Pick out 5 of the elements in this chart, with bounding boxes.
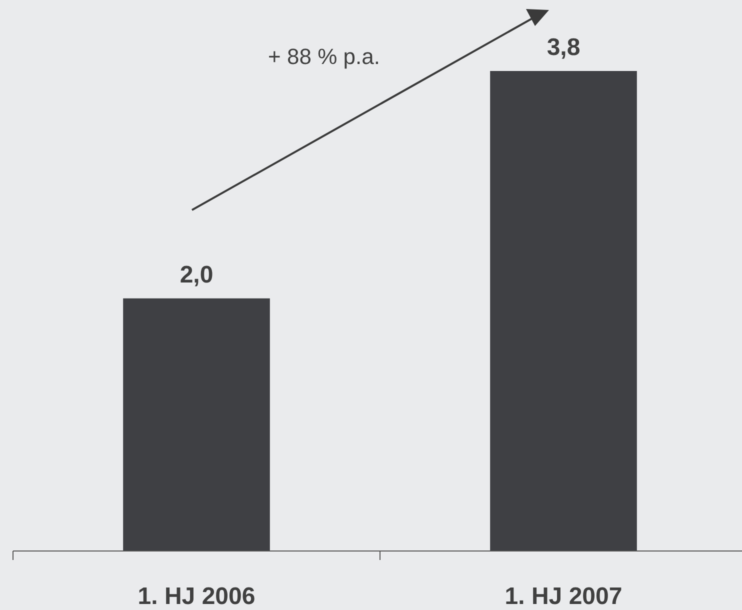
text: + 88 % p.a. [268, 44, 380, 69]
data-label: 2,0 [180, 261, 214, 288]
data-label: 3,8 [546, 34, 580, 61]
x-tick-label: 1. HJ 2006 [138, 583, 256, 610]
x-tick-label: 1. HJ 2007 [504, 583, 622, 610]
